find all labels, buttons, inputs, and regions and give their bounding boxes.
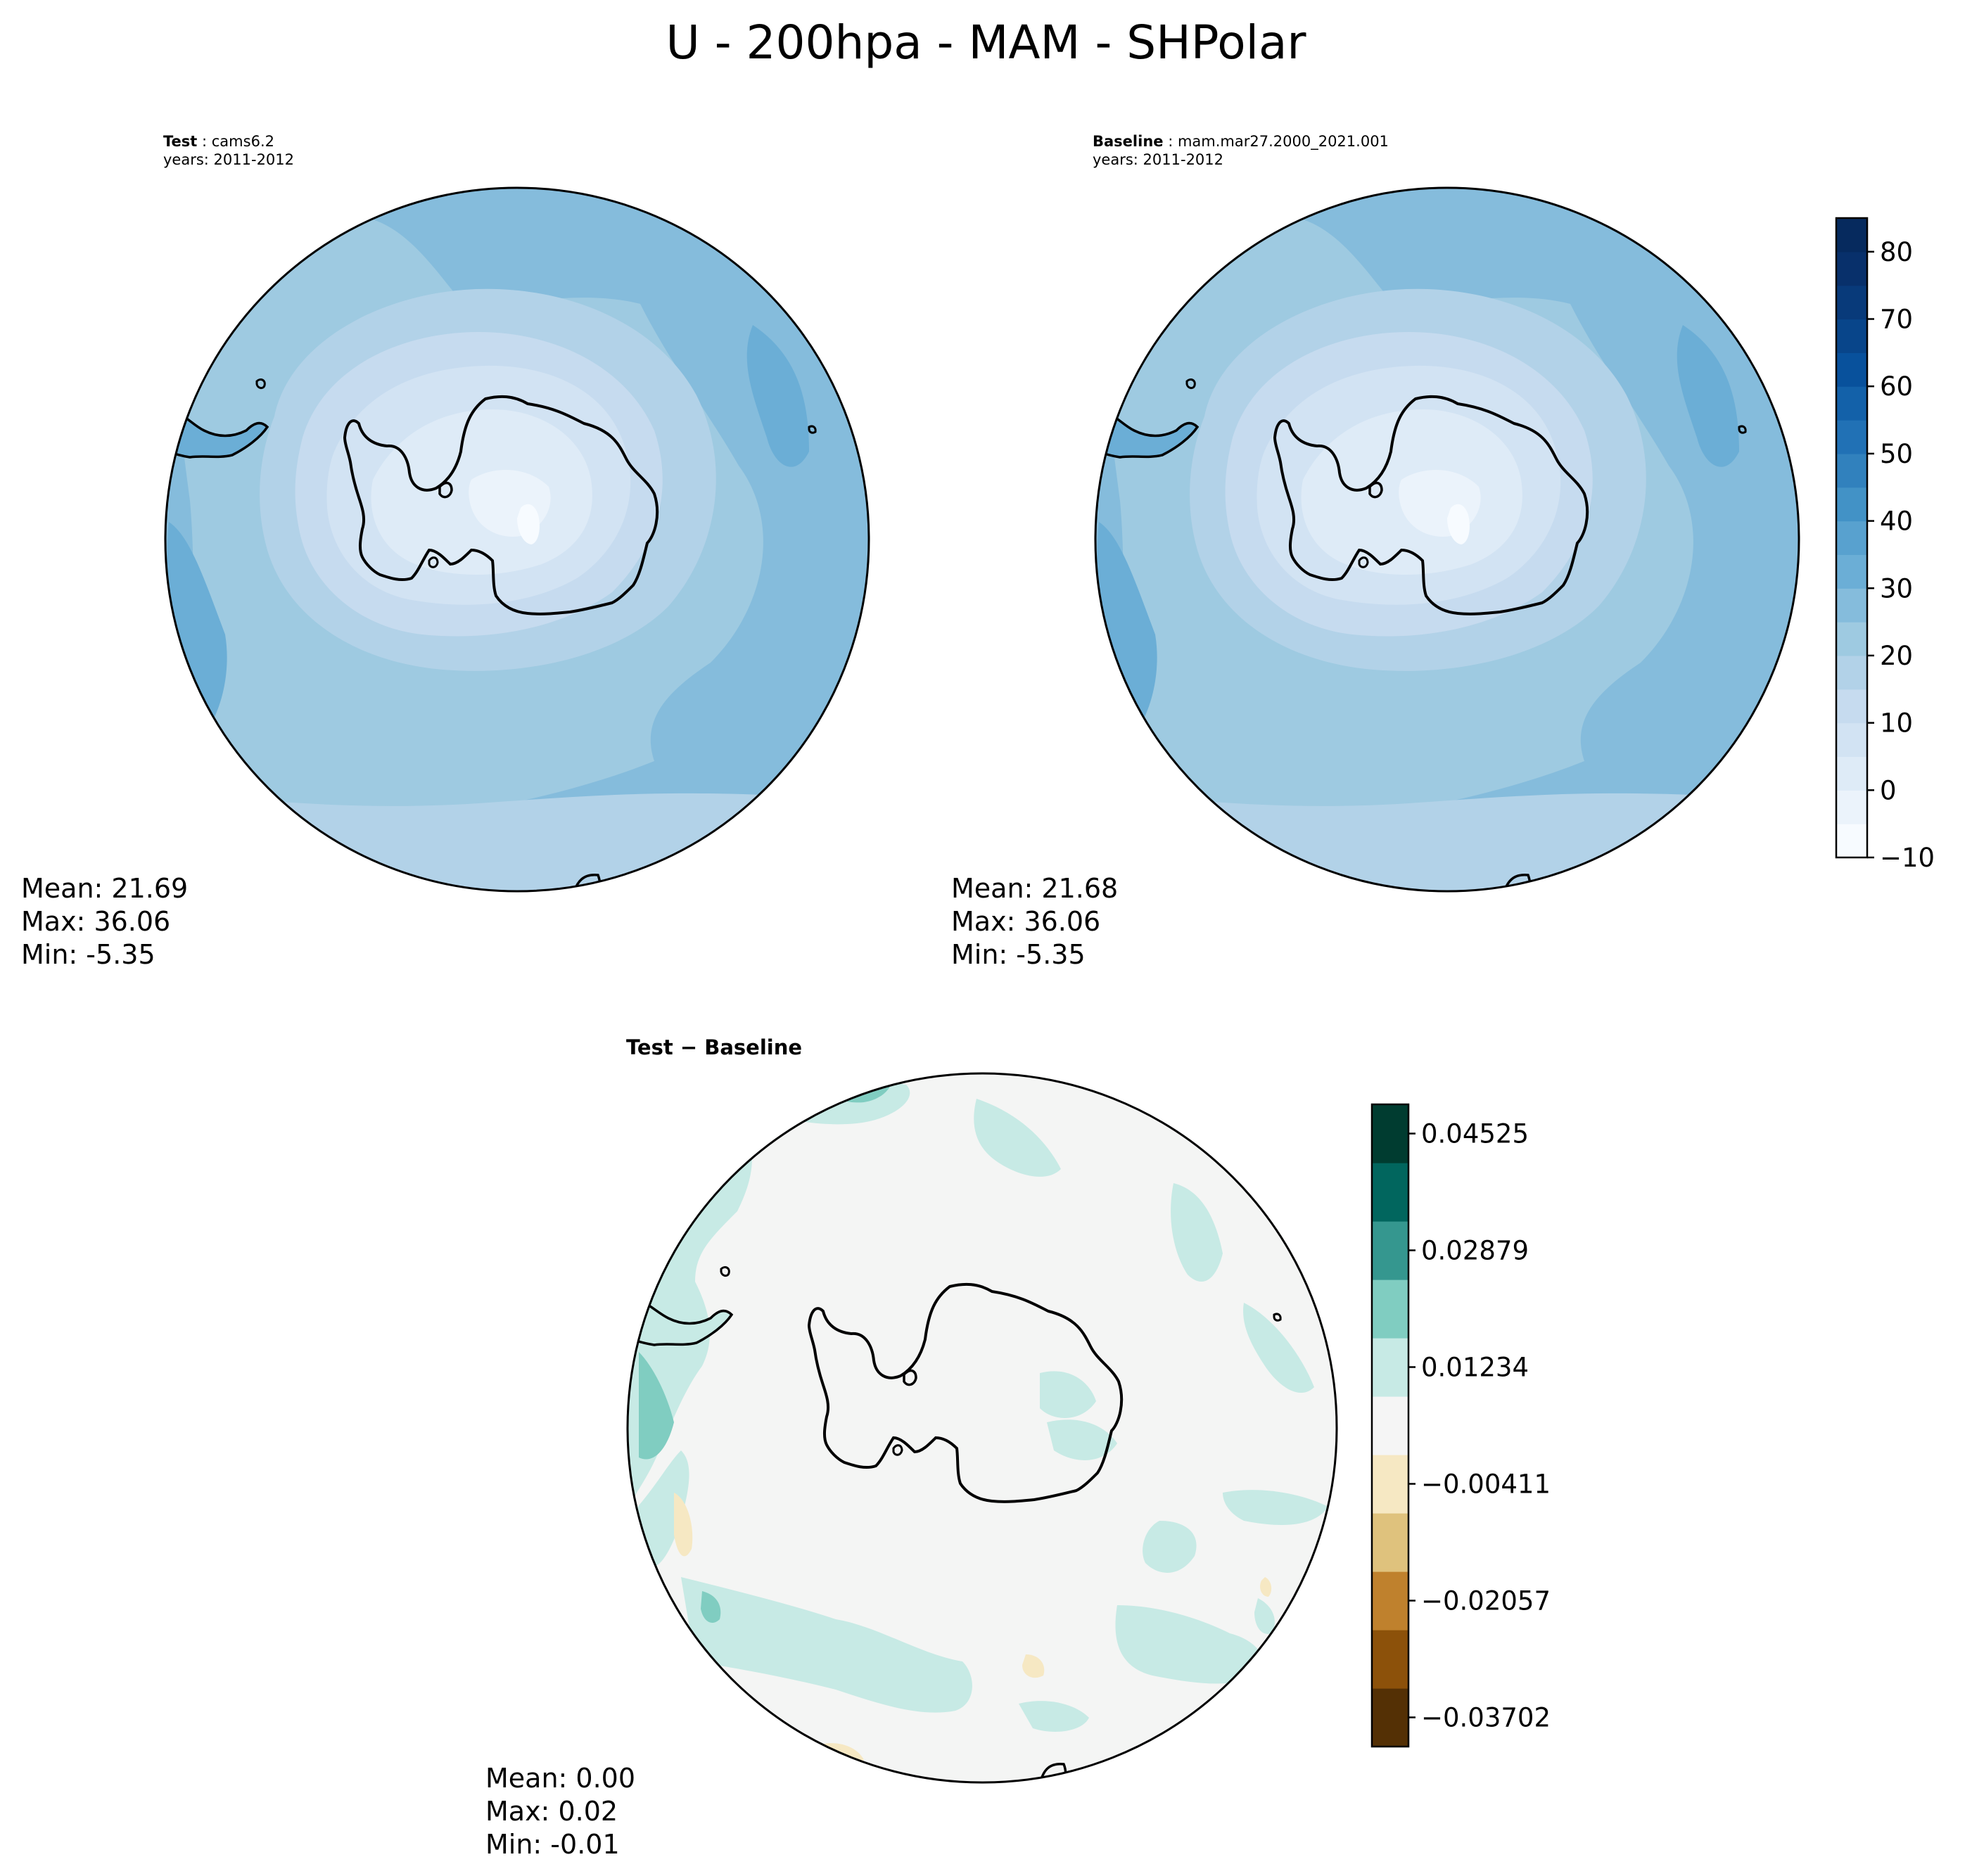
- test-name: cams6.2: [211, 133, 274, 150]
- main-colorbar-segment: [1836, 285, 1867, 320]
- main-colorbar-segment: [1836, 756, 1867, 791]
- test-colon: :: [197, 133, 212, 150]
- diff-colorbar-tick-label: 0.01234: [1421, 1353, 1529, 1383]
- main-colorbar-segment: [1836, 386, 1867, 421]
- test-stats: Mean: 21.69 Max: 36.06 Min: -5.35: [21, 872, 188, 971]
- main-colorbar-tick-label: −10: [1880, 843, 1935, 873]
- diff-colorbar-tick-label: −0.00411: [1421, 1469, 1551, 1500]
- main-colorbar-segment: [1836, 218, 1867, 253]
- diff-colorbar-segment: [1372, 1455, 1408, 1514]
- main-colorbar-frame: [1835, 217, 1869, 859]
- test-max: Max: 36.06: [21, 906, 171, 937]
- test-label: Test: [163, 133, 198, 150]
- main-colorbar-segment: [1836, 453, 1867, 488]
- main-colorbar-segment: [1836, 521, 1867, 556]
- diff-min: Min: -0.01: [485, 1829, 620, 1860]
- diff-colorbar: 0.04525 0.02879 0.01234 −0.00411 −0.02057 −0.…: [1370, 1103, 1551, 1748]
- diff-colorbar-segment: [1372, 1221, 1408, 1280]
- main-colorbar-tick-label: 40: [1880, 506, 1913, 537]
- baseline-contour-field: [1095, 188, 1799, 891]
- diff-colorbar-segment: [1372, 1513, 1408, 1572]
- main-colorbar-tick-label: 20: [1880, 641, 1913, 671]
- main-colorbar-tick-label: 70: [1880, 305, 1913, 335]
- diff-map: [626, 1072, 1338, 1784]
- diff-colorbar-segments: [1372, 1104, 1408, 1747]
- baseline-stats: Mean: 21.68 Max: 36.06 Min: -5.35: [951, 872, 1118, 971]
- main-colorbar-segment: [1836, 689, 1867, 724]
- main-colorbar: −10 0 10 20 30 40 50 60 70 80: [1835, 217, 1935, 873]
- main-colorbar-segment: [1836, 487, 1867, 522]
- diff-colorbar-tick-label: −0.03702: [1421, 1703, 1551, 1733]
- baseline-years: years: 2011-2012: [1093, 151, 1224, 168]
- test-case-label: Test : cams6.2 years: 2011-2012: [163, 132, 294, 169]
- main-colorbar-ticks: −10 0 10 20 30 40 50 60 70 80: [1867, 237, 1935, 873]
- main-colorbar-segment: [1836, 420, 1867, 454]
- diff-mean: Mean: 0.00: [485, 1763, 636, 1794]
- diff-stats: Mean: 0.00 Max: 0.02 Min: -0.01: [485, 1762, 635, 1861]
- baseline-case-label: Baseline : mam.mar27.2000_2021.001 years…: [1093, 132, 1389, 169]
- main-colorbar-segment: [1836, 622, 1867, 656]
- main-colorbar-segment: [1836, 554, 1867, 589]
- main-colorbar-segment: [1836, 251, 1867, 286]
- main-colorbar-tick-label: 60: [1880, 371, 1913, 402]
- main-colorbar-segment: [1836, 655, 1867, 690]
- main-colorbar-tick-label: 80: [1880, 237, 1913, 267]
- baseline-label: Baseline: [1093, 133, 1164, 150]
- main-colorbar-segment: [1836, 352, 1867, 387]
- main-colorbar-tick-label: 10: [1880, 708, 1913, 739]
- baseline-mean: Mean: 21.68: [951, 873, 1119, 904]
- main-colorbar-tick-label: 30: [1880, 573, 1913, 604]
- main-colorbar-segment: [1836, 824, 1867, 858]
- baseline-colon: :: [1163, 133, 1178, 150]
- diff-colorbar-frame: [1370, 1103, 1410, 1748]
- main-colorbar-segments: [1836, 218, 1867, 858]
- test-map: [164, 186, 870, 893]
- diff-colorbar-tick-label: 0.02879: [1421, 1236, 1529, 1266]
- main-colorbar-segment: [1836, 588, 1867, 623]
- diff-colorbar-tick-label: 0.04525: [1421, 1119, 1529, 1149]
- main-colorbar-segment: [1836, 722, 1867, 758]
- diff-colorbar-segment: [1372, 1630, 1408, 1689]
- diff-colorbar-segment: [1372, 1280, 1408, 1339]
- test-mean: Mean: 21.69: [21, 873, 189, 904]
- diff-colorbar-segment: [1372, 1688, 1408, 1747]
- baseline-min: Min: -5.35: [951, 939, 1086, 970]
- diff-colorbar-segment: [1372, 1571, 1408, 1631]
- diff-colorbar-segment: [1372, 1104, 1408, 1163]
- diff-colorbar-segment: [1372, 1163, 1408, 1222]
- diff-title: Test − Baseline: [626, 1035, 803, 1059]
- test-contour-field: [165, 188, 869, 891]
- figure-title: U - 200hpa - MAM - SHPolar: [666, 15, 1306, 70]
- main-colorbar-segment: [1836, 319, 1867, 353]
- baseline-max: Max: 36.06: [951, 906, 1101, 937]
- baseline-name: mam.mar27.2000_2021.001: [1177, 133, 1389, 150]
- diff-colorbar-segment: [1372, 1338, 1408, 1397]
- diff-colorbar-segment: [1372, 1396, 1408, 1455]
- test-min: Min: -5.35: [21, 939, 155, 970]
- test-years: years: 2011-2012: [163, 151, 295, 168]
- diff-max: Max: 0.02: [485, 1796, 618, 1827]
- main-colorbar-tick-label: 0: [1880, 775, 1897, 805]
- baseline-map: [1094, 186, 1800, 893]
- diff-colorbar-tick-label: −0.02057: [1421, 1586, 1551, 1616]
- main-colorbar-segment: [1836, 790, 1867, 824]
- diff-colorbar-ticks: 0.04525 0.02879 0.01234 −0.00411 −0.02057 −0.…: [1408, 1119, 1551, 1733]
- main-colorbar-tick-label: 50: [1880, 439, 1913, 469]
